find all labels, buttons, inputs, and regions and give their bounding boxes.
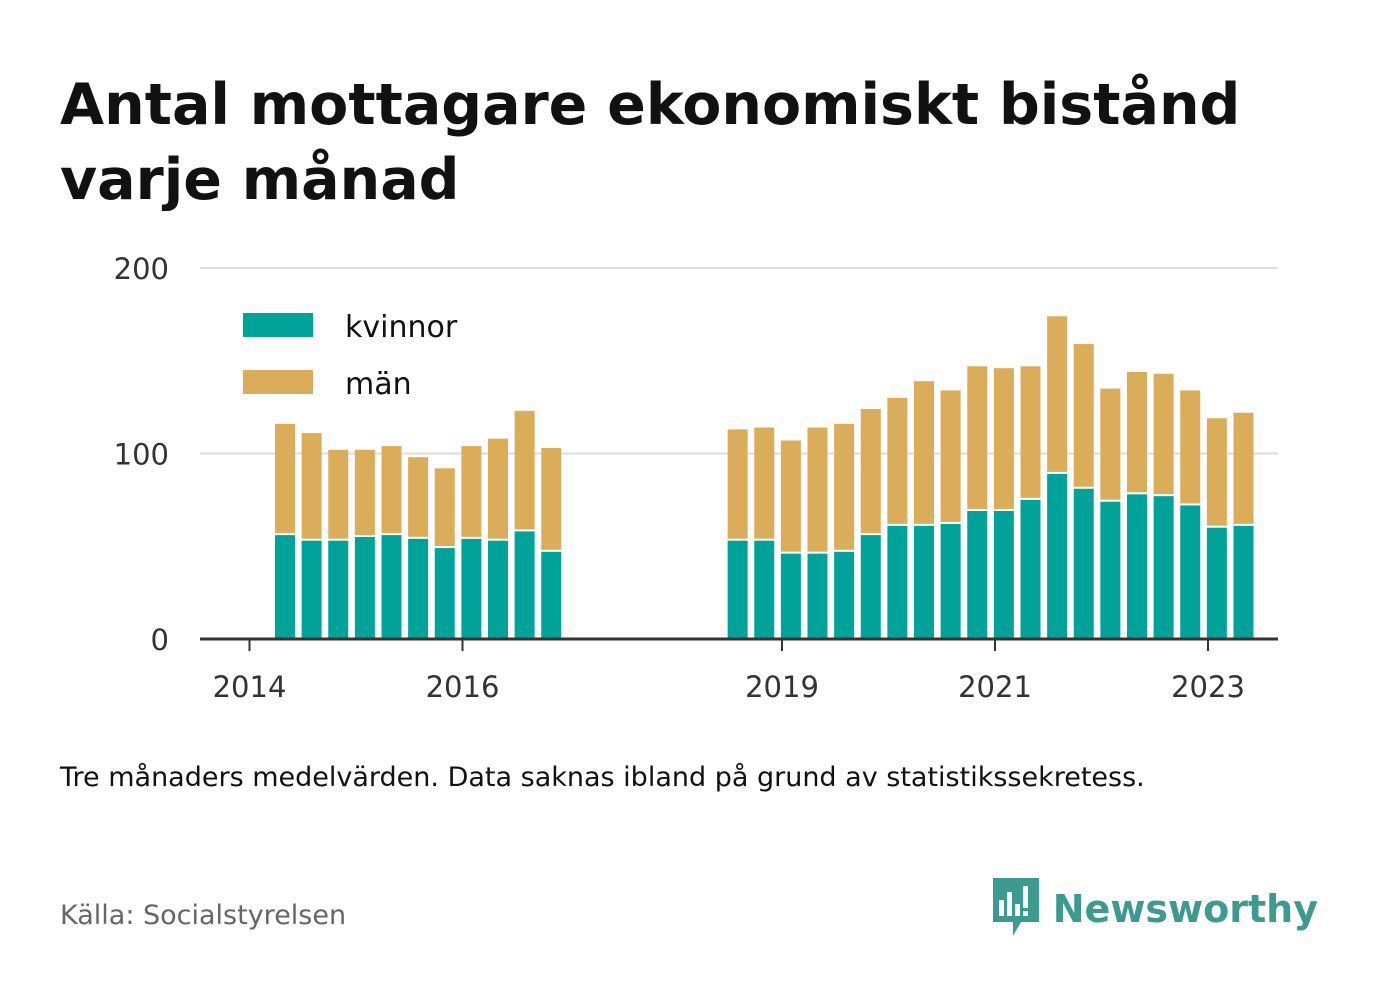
bar-man [1047, 316, 1068, 472]
bar-chart: 0 100 200 2014 2016 2019 2021 2023 kvinnor män [114, 252, 1278, 704]
brand-logo: Newsworthy [991, 876, 1318, 942]
bars [275, 316, 1254, 639]
bar-man [780, 440, 801, 552]
bar-man [1100, 388, 1121, 500]
bar-man [434, 468, 455, 547]
bar-man [834, 423, 855, 550]
bar-man [940, 390, 961, 522]
bar-man [408, 457, 429, 537]
legend: kvinnor män [243, 310, 458, 402]
bar-kvinnor [1100, 501, 1121, 639]
bar-kvinnor [461, 538, 482, 639]
bar-kvinnor [940, 523, 961, 639]
bar-man [860, 408, 881, 534]
bar-man [1020, 366, 1041, 498]
bar-kvinnor [754, 540, 775, 639]
bar-man [993, 368, 1014, 510]
bar-kvinnor [807, 553, 828, 639]
x-tick-label: 2019 [745, 670, 819, 704]
bar-man [1206, 418, 1227, 526]
bar-kvinnor [301, 540, 322, 639]
bar-kvinnor [1180, 505, 1201, 639]
bar-man [727, 429, 748, 539]
bar-kvinnor [1233, 525, 1254, 639]
bar-man [488, 438, 508, 539]
newsworthy-logo-icon [991, 876, 1041, 942]
bar-man [301, 433, 322, 539]
bar-man [461, 446, 482, 537]
bar-man [354, 449, 375, 535]
y-tick-label: 100 [114, 438, 169, 472]
bar-man [967, 366, 988, 510]
bar-kvinnor [1153, 496, 1174, 639]
legend-label-man: män [345, 367, 412, 402]
x-tick-label: 2023 [1171, 670, 1245, 704]
bar-man [514, 410, 535, 530]
bar-kvinnor [354, 536, 375, 639]
bar-man [914, 381, 934, 524]
bar-man [1073, 344, 1094, 487]
y-tick-label: 200 [114, 252, 169, 286]
bar-kvinnor [434, 548, 455, 639]
bar-kvinnor [1073, 488, 1094, 639]
bar-kvinnor [834, 551, 855, 639]
axes: 2014 2016 2019 2021 2023 [200, 637, 1278, 704]
bar-man [1180, 390, 1201, 504]
legend-label-kvinnor: kvinnor [345, 310, 458, 345]
bar-man [1153, 373, 1174, 495]
bar-man [807, 427, 828, 552]
legend-swatch-man [243, 370, 313, 394]
bar-kvinnor [1206, 527, 1227, 639]
bar-man [381, 446, 402, 534]
bar-kvinnor [381, 535, 402, 639]
bar-kvinnor [993, 511, 1014, 639]
bar-kvinnor [887, 525, 908, 639]
chart-title: Antal mottagare ekonomiskt bistånd varje… [60, 72, 1241, 213]
gridlines: 0 100 200 [114, 252, 1278, 657]
bar-kvinnor [860, 535, 881, 639]
x-tick-label: 2021 [958, 670, 1032, 704]
brand-name: Newsworthy [1052, 887, 1318, 931]
bar-man [887, 397, 908, 524]
bar-man [541, 447, 562, 550]
x-tick-label: 2014 [213, 670, 287, 704]
bar-kvinnor [488, 540, 508, 639]
bar-kvinnor [1020, 499, 1041, 639]
bar-kvinnor [1047, 473, 1068, 639]
bar-kvinnor [328, 540, 349, 639]
bar-man [754, 427, 775, 539]
bar-kvinnor [275, 535, 295, 639]
bar-man [1233, 412, 1254, 524]
source-label: Källa: Socialstyrelsen [60, 900, 347, 931]
x-tick-label: 2016 [426, 670, 500, 704]
bar-man [328, 449, 349, 539]
chart-note: Tre månaders medelvärden. Data saknas ib… [60, 762, 1145, 793]
bar-kvinnor [514, 531, 535, 639]
bar-kvinnor [914, 525, 934, 639]
legend-swatch-kvinnor [243, 313, 313, 337]
bar-kvinnor [727, 540, 748, 639]
bar-kvinnor [967, 511, 988, 639]
bar-kvinnor [541, 551, 562, 639]
bar-kvinnor [408, 538, 429, 639]
bar-kvinnor [780, 553, 801, 639]
bar-man [1127, 371, 1147, 493]
bar-kvinnor [1127, 494, 1147, 639]
y-tick-label: 0 [151, 623, 169, 657]
bar-man [275, 423, 295, 534]
